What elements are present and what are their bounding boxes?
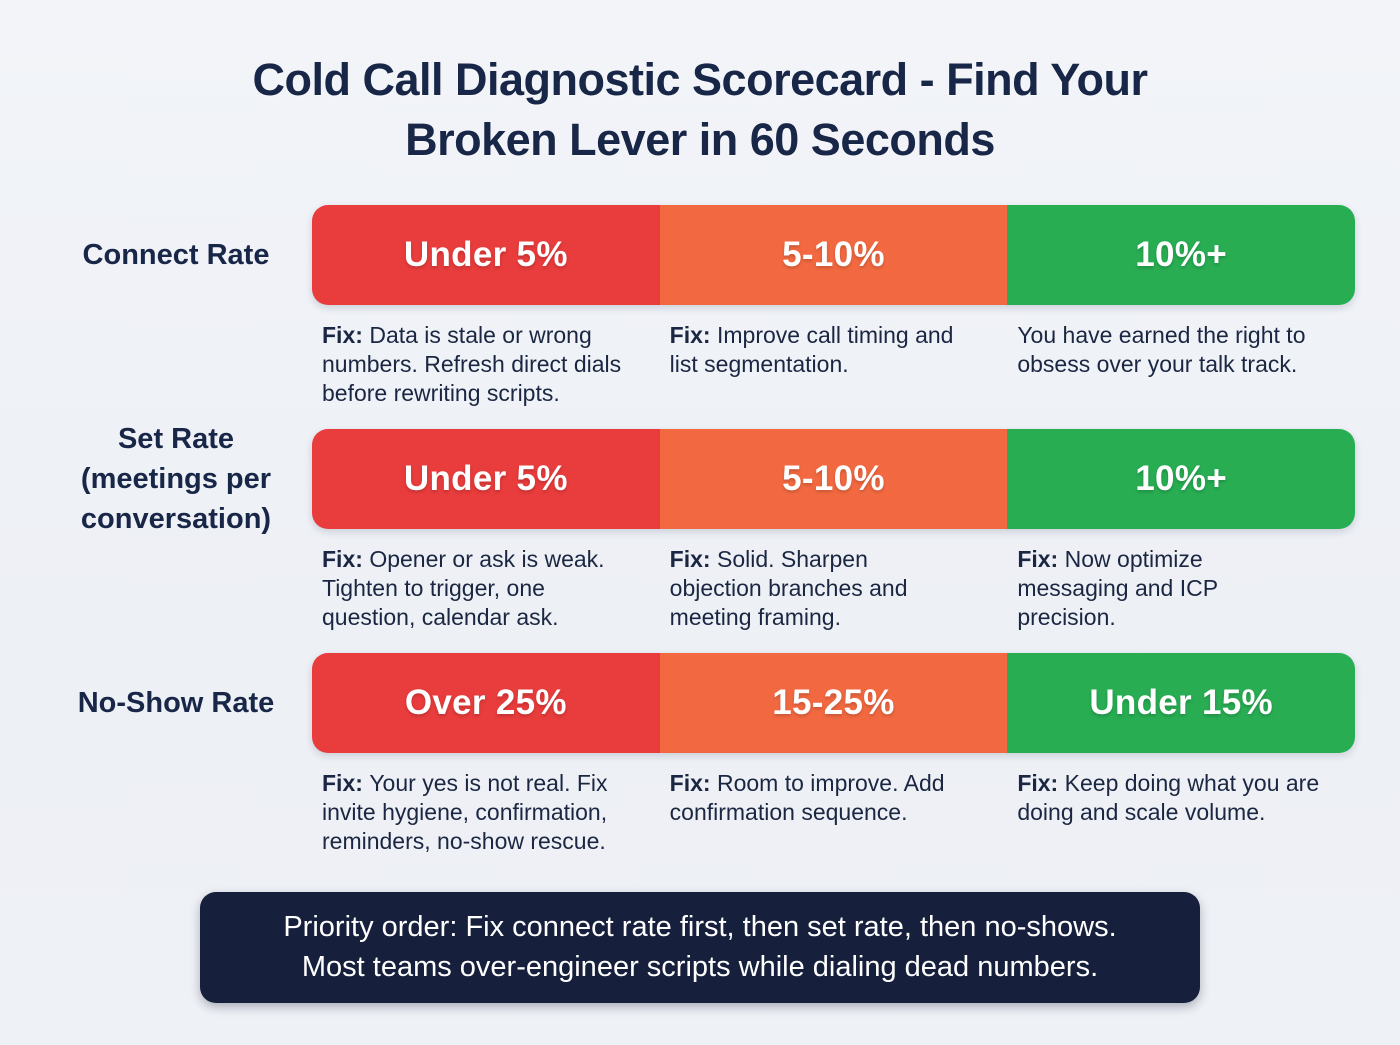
range-segment-red: Under 5% — [312, 428, 660, 529]
fix-notes: Fix: Data is stale or wrong numbers. Refr… — [312, 321, 1355, 411]
row-content: Over 25% 15-25% Under 15% Fix: Your yes i… — [312, 652, 1355, 859]
metric-label: Set Rate (meetings per conversation) — [80, 422, 272, 535]
row-content: Under 5% 5-10% 10%+ Fix: Data is stale or… — [312, 204, 1355, 411]
range-segment-orange: 5-10% — [659, 428, 1008, 529]
fix-text: Solid. Sharpen objection branches and me… — [669, 545, 908, 630]
fix-notes: Fix: Your yes is not real. Fix invite hyg… — [312, 769, 1355, 859]
fix-notes: Fix: Opener or ask is weak. Tighten to tr… — [312, 545, 1355, 635]
range-segment-orange: 5-10% — [659, 204, 1008, 305]
range-segment-orange: 15-25% — [659, 652, 1008, 753]
priority-note-line-1: Priority order: Fix connect rate first, … — [283, 910, 1117, 943]
range-segment-green: 10%+ — [1007, 428, 1355, 529]
fix-note-orange: Fix: Room to improve. Add confirmation se… — [660, 769, 1008, 859]
fix-note-orange: Fix: Solid. Sharpen objection branches an… — [660, 545, 1008, 635]
scorecard-row-no-show-rate: No-Show Rate Over 25% 15-25% Under 15% F… — [40, 652, 1400, 859]
fix-text: Your yes is not real. Fix invite hygiene… — [322, 769, 608, 854]
fix-prefix: Fix: — [669, 545, 711, 572]
fix-text: Keep doing what you are doing and scale … — [1017, 769, 1320, 825]
fix-prefix: Fix: — [1017, 769, 1059, 796]
fix-prefix: Fix: — [1017, 545, 1059, 572]
fix-prefix: Fix: — [669, 769, 711, 796]
range-segment-green: 10%+ — [1007, 204, 1355, 305]
scorecard-row-connect-rate: Connect Rate Under 5% 5-10% 10%+ Fix: Dat… — [40, 204, 1400, 411]
range-segment-red: Over 25% — [312, 652, 660, 753]
fix-note-red: Fix: Data is stale or wrong numbers. Refr… — [312, 321, 660, 411]
fix-note-red: Fix: Your yes is not real. Fix invite hyg… — [312, 769, 660, 859]
row-content: Under 5% 5-10% 10%+ Fix: Opener or ask is… — [312, 428, 1355, 635]
scorecard: Connect Rate Under 5% 5-10% 10%+ Fix: Dat… — [0, 204, 1400, 859]
fix-text: Now optimize messaging and ICP precision… — [1017, 545, 1219, 630]
fix-prefix: Fix: — [669, 321, 711, 348]
rating-bar: Over 25% 15-25% Under 15% — [312, 652, 1355, 753]
metric-label: Connect Rate — [82, 238, 270, 271]
rating-bar: Under 5% 5-10% 10%+ — [312, 204, 1355, 305]
fix-note-red: Fix: Opener or ask is weak. Tighten to tr… — [312, 545, 660, 635]
fix-prefix: Fix: — [322, 321, 363, 348]
fix-text: Opener or ask is weak. Tighten to trigge… — [322, 545, 605, 630]
rating-bar: Under 5% 5-10% 10%+ — [312, 428, 1355, 529]
fix-note-orange: Fix: Improve call timing and list segment… — [660, 321, 1008, 411]
range-segment-red: Under 5% — [312, 204, 660, 305]
fix-prefix: Fix: — [322, 545, 363, 572]
fix-text: Data is stale or wrong numbers. Refresh … — [322, 321, 622, 406]
priority-note: Priority order: Fix connect rate first, … — [200, 891, 1200, 1003]
fix-note-green: Fix: Keep doing what you are doing and sc… — [1007, 769, 1355, 859]
fix-text: Improve call timing and list segmentatio… — [669, 321, 954, 377]
fix-text: You have earned the right to obsess over… — [1017, 321, 1306, 377]
fix-prefix: Fix: — [322, 769, 363, 796]
page-title: Cold Call Diagnostic Scorecard - Find Yo… — [252, 54, 1148, 166]
fix-text: Room to improve. Add confirmation sequen… — [669, 769, 945, 825]
metric-label: No-Show Rate — [77, 686, 275, 719]
priority-note-line-2: Most teams over-engineer scripts while d… — [301, 951, 1099, 984]
scorecard-row-set-rate: Set Rate (meetings per conversation) Und… — [40, 422, 1400, 635]
fix-note-green: You have earned the right to obsess over… — [1007, 321, 1355, 411]
range-segment-green: Under 15% — [1007, 652, 1355, 753]
fix-note-green: Fix: Now optimize messaging and ICP preci… — [1007, 545, 1355, 635]
